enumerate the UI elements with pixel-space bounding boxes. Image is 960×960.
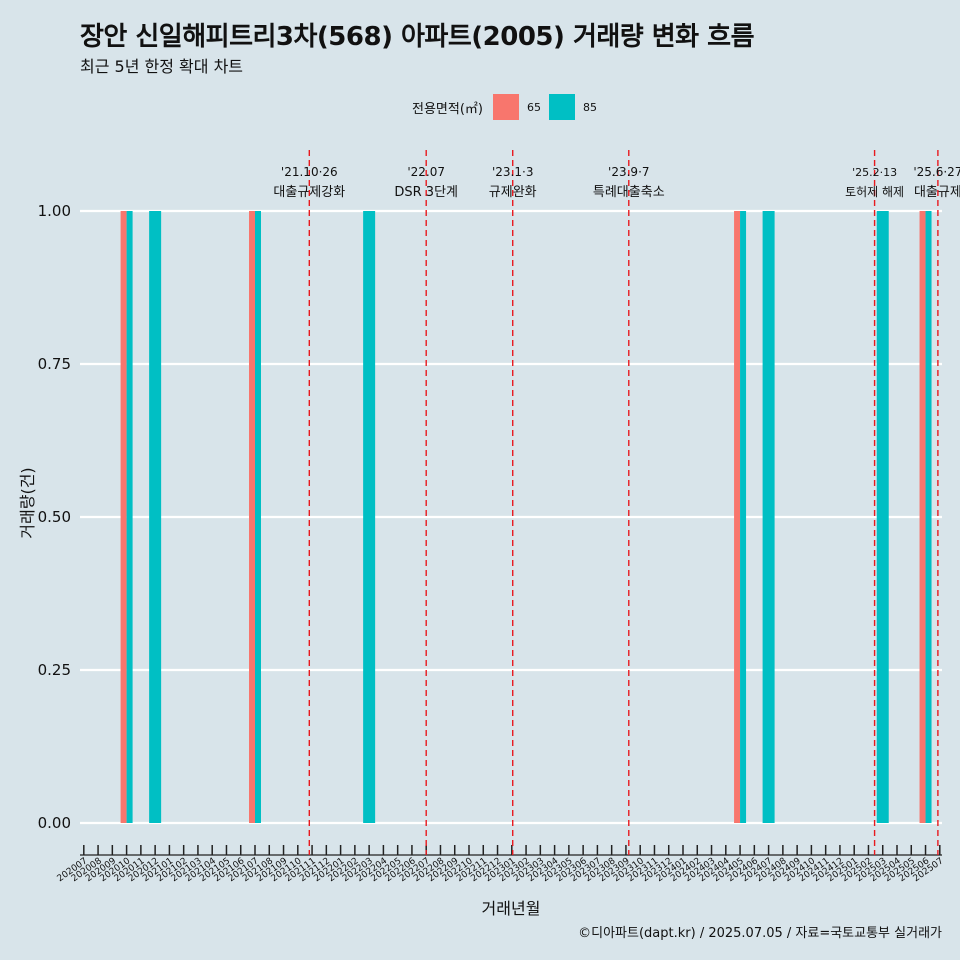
bar-85-2024-05 — [740, 211, 747, 823]
event-date-label: '23.9·7 — [608, 165, 649, 179]
y-tick-label: 1.00 — [38, 202, 71, 220]
x-axis-title: 거래년월 — [482, 899, 541, 918]
bar-85-2025-06 — [925, 211, 932, 823]
bar-85-2025-03 — [876, 211, 889, 823]
y-axis-title: 거래량(건) — [18, 467, 37, 538]
y-tick-label: 0.25 — [38, 661, 71, 679]
legend-label-85: 85 — [582, 100, 597, 114]
bar-65-2024-05 — [734, 211, 741, 823]
bar-85-2022-03 — [363, 211, 376, 823]
event-date-label: '22.07 — [407, 165, 445, 179]
event-date-label: '23.1·3 — [492, 165, 533, 179]
source-caption: ©디아파트(dapt.kr) / 2025.07.05 / 자료=국토교통부 실… — [578, 926, 942, 941]
event-desc-label: 대출규제 — [914, 185, 960, 200]
legend-swatch-85 — [548, 94, 575, 120]
bar-65-2021-07 — [249, 211, 255, 823]
legend-label-65: 65 — [526, 100, 541, 114]
y-tick-label: 0.50 — [38, 508, 71, 526]
bar-65-2020-10 — [120, 211, 127, 823]
event-date-label: '25.6·27 — [913, 165, 960, 179]
bar-85-2020-12 — [149, 211, 162, 823]
bar-85-2021-07 — [255, 211, 261, 823]
chart-subtitle: 최근 5년 한정 확대 차트 — [80, 57, 244, 76]
event-desc-label: 토허제 해제 — [845, 185, 904, 199]
bar-85-2020-10 — [126, 211, 133, 823]
legend: 전용면적(㎡) 65 85 — [412, 93, 605, 121]
event-desc-label: 규제완화 — [489, 185, 537, 200]
event-desc-label: 특례대출축소 — [593, 185, 665, 200]
bar-65-2025-06 — [919, 211, 926, 823]
bar-85-2024-07 — [762, 211, 775, 823]
legend-swatch-65 — [492, 94, 519, 120]
event-desc-label: DSR 3단계 — [394, 185, 458, 200]
event-desc-label: 대출규제강화 — [273, 185, 345, 200]
event-date-label: '21.10·26 — [281, 165, 338, 179]
y-tick-label: 0.75 — [38, 355, 71, 373]
y-tick-label: 0.00 — [38, 814, 71, 832]
legend-title: 전용면적(㎡) — [412, 101, 483, 117]
event-date-label: '25.2·13 — [852, 166, 897, 179]
chart-title: 장안 신일해피트리3차(568) 아파트(2005) 거래량 변화 흐름 — [80, 22, 755, 52]
